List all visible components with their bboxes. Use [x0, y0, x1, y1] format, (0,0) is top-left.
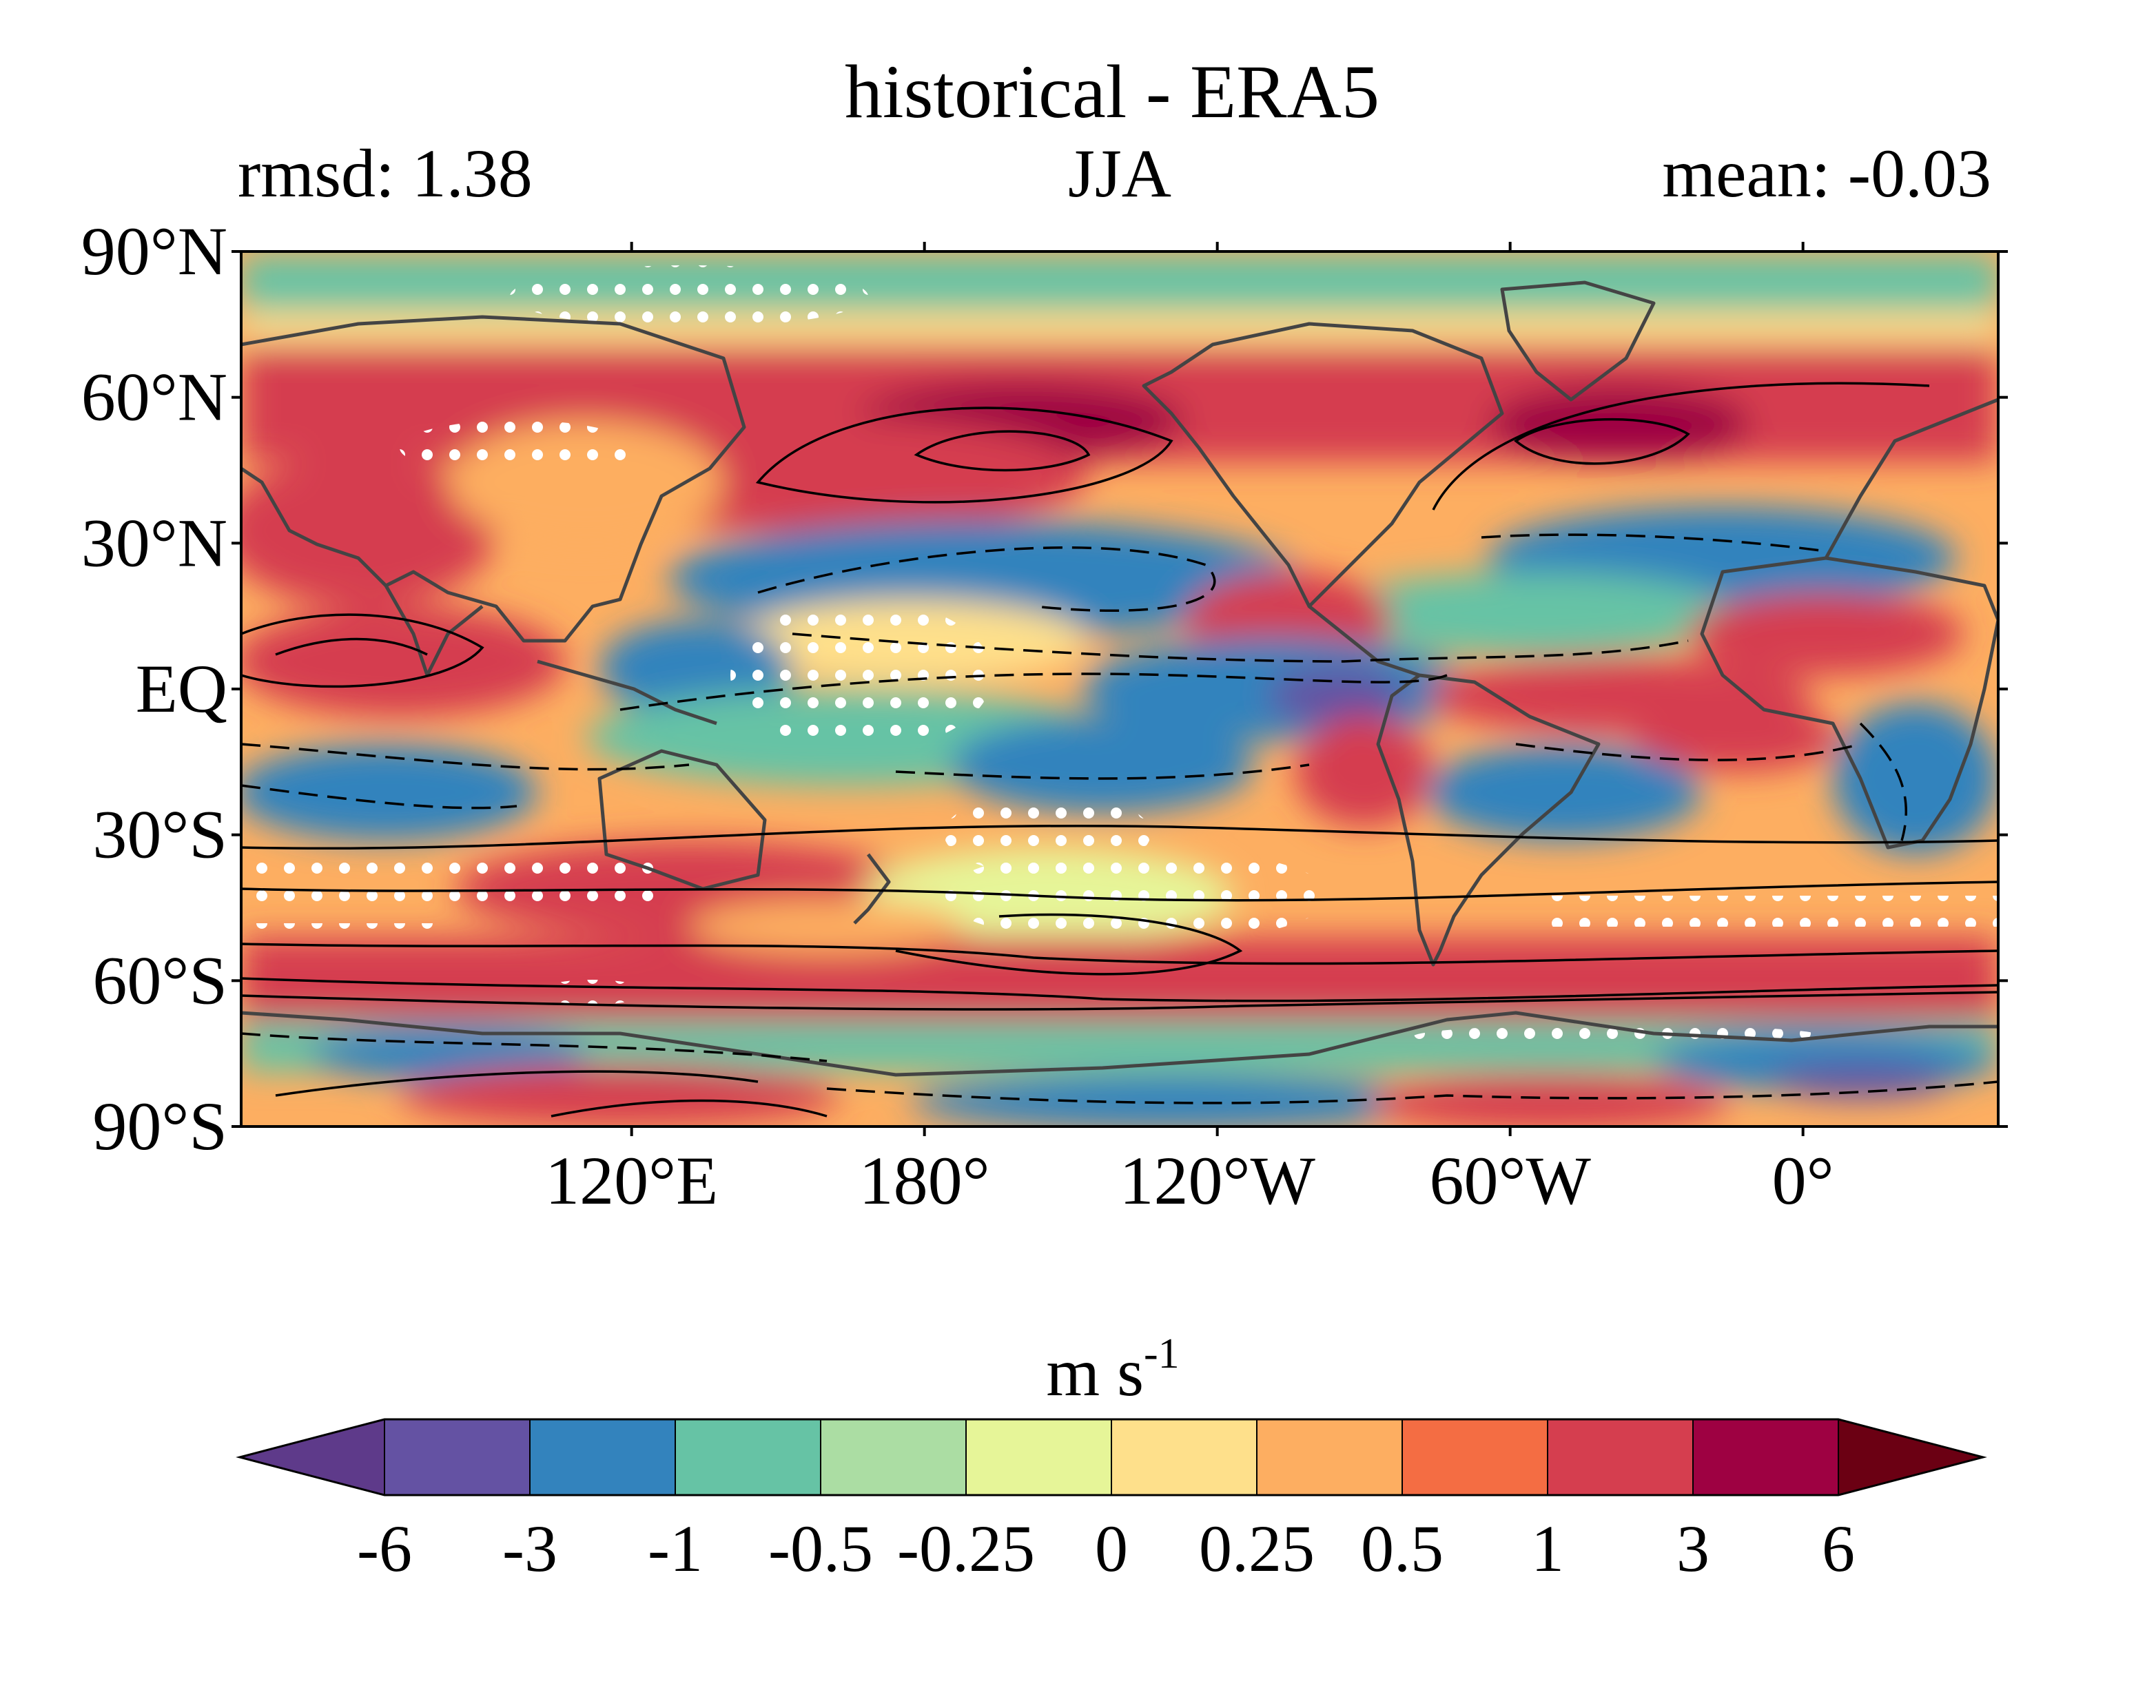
subtitle-left: rmsd: 1.38	[238, 135, 533, 212]
africa-outline	[1700, 556, 1998, 850]
north-america-outline	[1142, 322, 1504, 608]
colorbar-box	[1111, 1419, 1257, 1496]
colorbar-box	[1547, 1419, 1694, 1496]
indonesia-outline	[537, 659, 717, 726]
y-tick-label: 30°N	[81, 504, 227, 581]
subtitle-center: JJA	[1068, 135, 1171, 212]
contour-solid	[241, 977, 1998, 1002]
contour-solid	[914, 430, 1091, 472]
significance-stippling	[241, 265, 1998, 1049]
colorbar-tick-label: -3	[502, 1512, 557, 1585]
colorbar-extend-high	[1838, 1418, 1986, 1496]
contour-solid	[241, 613, 484, 688]
colorbar-tick-label: -1	[648, 1512, 703, 1585]
greenland-outline	[1500, 280, 1656, 402]
colorbar-tick-label: 0.5	[1361, 1512, 1444, 1585]
map-panel	[241, 251, 1998, 1126]
colorbar-box	[675, 1419, 821, 1496]
chart-title: historical - ERA5	[845, 50, 1379, 134]
colorbar-tick-label: -0.25	[897, 1512, 1035, 1585]
colorbar-extend-low	[237, 1418, 385, 1496]
contour-dashed	[241, 1032, 828, 1062]
colorbar-unit-exponent: -1	[1144, 1330, 1180, 1377]
x-tick-label: 120°E	[545, 1142, 718, 1219]
eurasia-outline	[241, 315, 746, 643]
contour-solid	[895, 913, 1243, 976]
antarctica-outline	[241, 1011, 1998, 1077]
colorbar-tick-label: -6	[357, 1512, 412, 1585]
contour-dashed	[1515, 743, 1861, 761]
contour-solid	[241, 824, 1998, 850]
colorbar-box	[1402, 1419, 1548, 1496]
colorbar-tick-label: 1	[1531, 1512, 1564, 1585]
contour-solid	[275, 637, 428, 656]
contour-dashed	[757, 546, 1216, 612]
y-axis: 90°N 60°N 30°N EQ 30°S 60°S 90°S	[81, 213, 2008, 1164]
contour-dashed	[895, 763, 1310, 780]
newzealand-outline	[853, 853, 891, 925]
colorbar-tick-label: 6	[1822, 1512, 1855, 1585]
subtitle-right: mean: -0.03	[1662, 135, 1991, 212]
contour-solid	[241, 943, 1998, 965]
y-tick-label: 90°N	[81, 213, 227, 289]
colorbar-tick-label: 3	[1676, 1512, 1710, 1585]
y-tick-label: 60°N	[81, 359, 227, 435]
colorbar-unit: m s-1	[1046, 1330, 1179, 1410]
europe-outline	[1824, 398, 1998, 559]
contour-dashed	[826, 1080, 1998, 1104]
central-america-outline	[1308, 605, 1420, 677]
colorbar-outline	[236, 1418, 1987, 1496]
colorbar-box	[1256, 1419, 1403, 1496]
contour-solid	[551, 1099, 828, 1118]
contour-solid	[755, 407, 1173, 504]
contour-dashed	[619, 672, 1448, 711]
colorbar-box	[965, 1419, 1112, 1496]
colorbar: -6 -3 -1 -0.5 -0.25 0 0.25 0.5 1 3 6	[236, 1418, 1987, 1585]
contour-solid	[1514, 418, 1690, 465]
contour-dashed	[241, 743, 690, 771]
contour-solid	[241, 881, 1998, 902]
coastlines	[241, 280, 1998, 1077]
contour-dashed	[241, 784, 517, 810]
colorbar-tick-label: 0.25	[1199, 1512, 1315, 1585]
colorbar-box	[384, 1419, 531, 1496]
y-tick-label: 30°S	[92, 796, 227, 873]
x-tick-label: 60°W	[1429, 1142, 1591, 1219]
x-tick-label: 180°	[859, 1142, 990, 1219]
south-america-outline	[1376, 673, 1601, 967]
colorbar-box	[820, 1419, 967, 1496]
contour-solid	[241, 991, 1998, 1011]
contour-dashed	[792, 632, 1689, 663]
x-tick-label: 120°W	[1119, 1142, 1315, 1219]
climatology-contours	[241, 382, 1998, 1118]
colorbar-unit-base: m s	[1046, 1334, 1144, 1410]
colorbar-tick-label: -0.5	[768, 1512, 873, 1585]
contour-dashed	[1481, 533, 1827, 553]
colorbar-box	[1692, 1419, 1839, 1496]
contour-solid	[275, 1070, 759, 1097]
contour-solid	[1432, 382, 1930, 511]
x-tick-label: 0°	[1772, 1142, 1834, 1219]
colorbar-box	[529, 1419, 676, 1496]
x-axis: 120°E 180° 120°W 60°W 0°	[545, 242, 1834, 1219]
y-tick-label: 90°S	[92, 1088, 227, 1164]
contour-dashed	[1859, 722, 1907, 841]
colorbar-tick-label: 0	[1095, 1512, 1128, 1585]
y-tick-label: 60°S	[92, 942, 227, 1018]
australia-outline	[597, 749, 767, 891]
y-tick-label: EQ	[136, 650, 227, 727]
